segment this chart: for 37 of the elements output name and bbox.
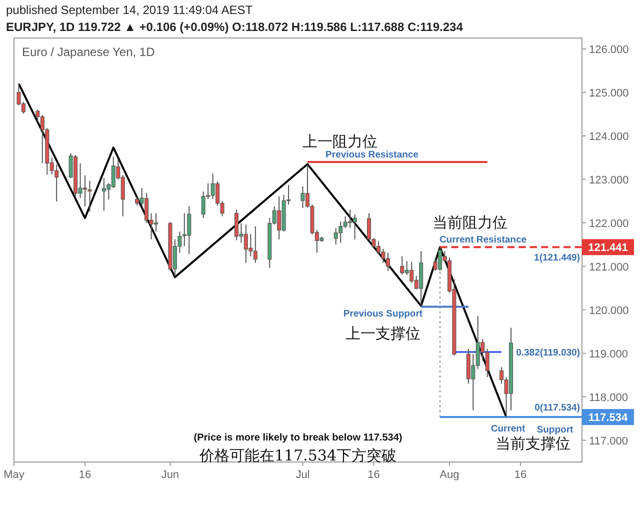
y-tick-label: 118.000 <box>589 392 628 404</box>
x-tick-label: Jul <box>296 469 310 481</box>
y-tick-label: 124.000 <box>589 130 629 143</box>
candlestick <box>88 180 92 212</box>
annotation: 价格可能在117.534下方突破 <box>198 446 397 464</box>
annotation: Current <box>490 423 526 434</box>
annotation: 上一阻力位 <box>302 132 378 150</box>
x-tick-label: 16 <box>78 469 92 481</box>
annotation: (Price is more likely to break below 117.534) <box>194 432 402 444</box>
y-tick-label: 121.000 <box>589 261 629 274</box>
text: Euro / Japanese Yen, 1D <box>22 45 156 59</box>
annotation: 0.382(119.030) <box>516 347 580 358</box>
y-tick-label: 125.000 <box>589 87 629 100</box>
annotation: 当前阻力位 <box>432 213 508 232</box>
y-tick-label: 122.000 <box>589 218 629 230</box>
text: EURJPY, 1D 119.722 ▲ +0.106 (+0.09%) O:118.072 H:119.586 L:117.688 C:119.234 <box>6 20 464 34</box>
annotation: Current Resistance <box>439 234 527 246</box>
chart-subtitle: published September 14, 2019 11:49:04 AEST <box>6 3 254 17</box>
annotation: 0(117.534) <box>534 402 580 414</box>
data-label: 121.441 <box>588 242 628 254</box>
x-tick-label: Jun <box>161 469 180 481</box>
data-label: 117.534 <box>588 412 628 424</box>
x-tick-label: May <box>4 469 25 481</box>
y-tick-label: 123.000 <box>589 174 629 186</box>
y-tick-label: 117.000 <box>589 435 628 448</box>
annotation: Support <box>536 424 574 436</box>
x-tick-label: 16 <box>368 469 380 481</box>
annotation: Previous Resistance <box>326 149 418 160</box>
x-tick-label: 16 <box>514 469 527 481</box>
annotation: 当前支撑位 <box>496 434 570 452</box>
annotation: Previous Support <box>343 308 424 320</box>
y-tick-label: 120.000 <box>589 304 629 317</box>
y-tick-label: 126.000 <box>589 44 629 56</box>
annotation: 上一支撑位 <box>346 324 420 342</box>
annotation: 1(121.449) <box>534 252 580 264</box>
x-tick-label: Aug <box>440 469 460 481</box>
y-tick-label: 119.000 <box>589 348 628 360</box>
